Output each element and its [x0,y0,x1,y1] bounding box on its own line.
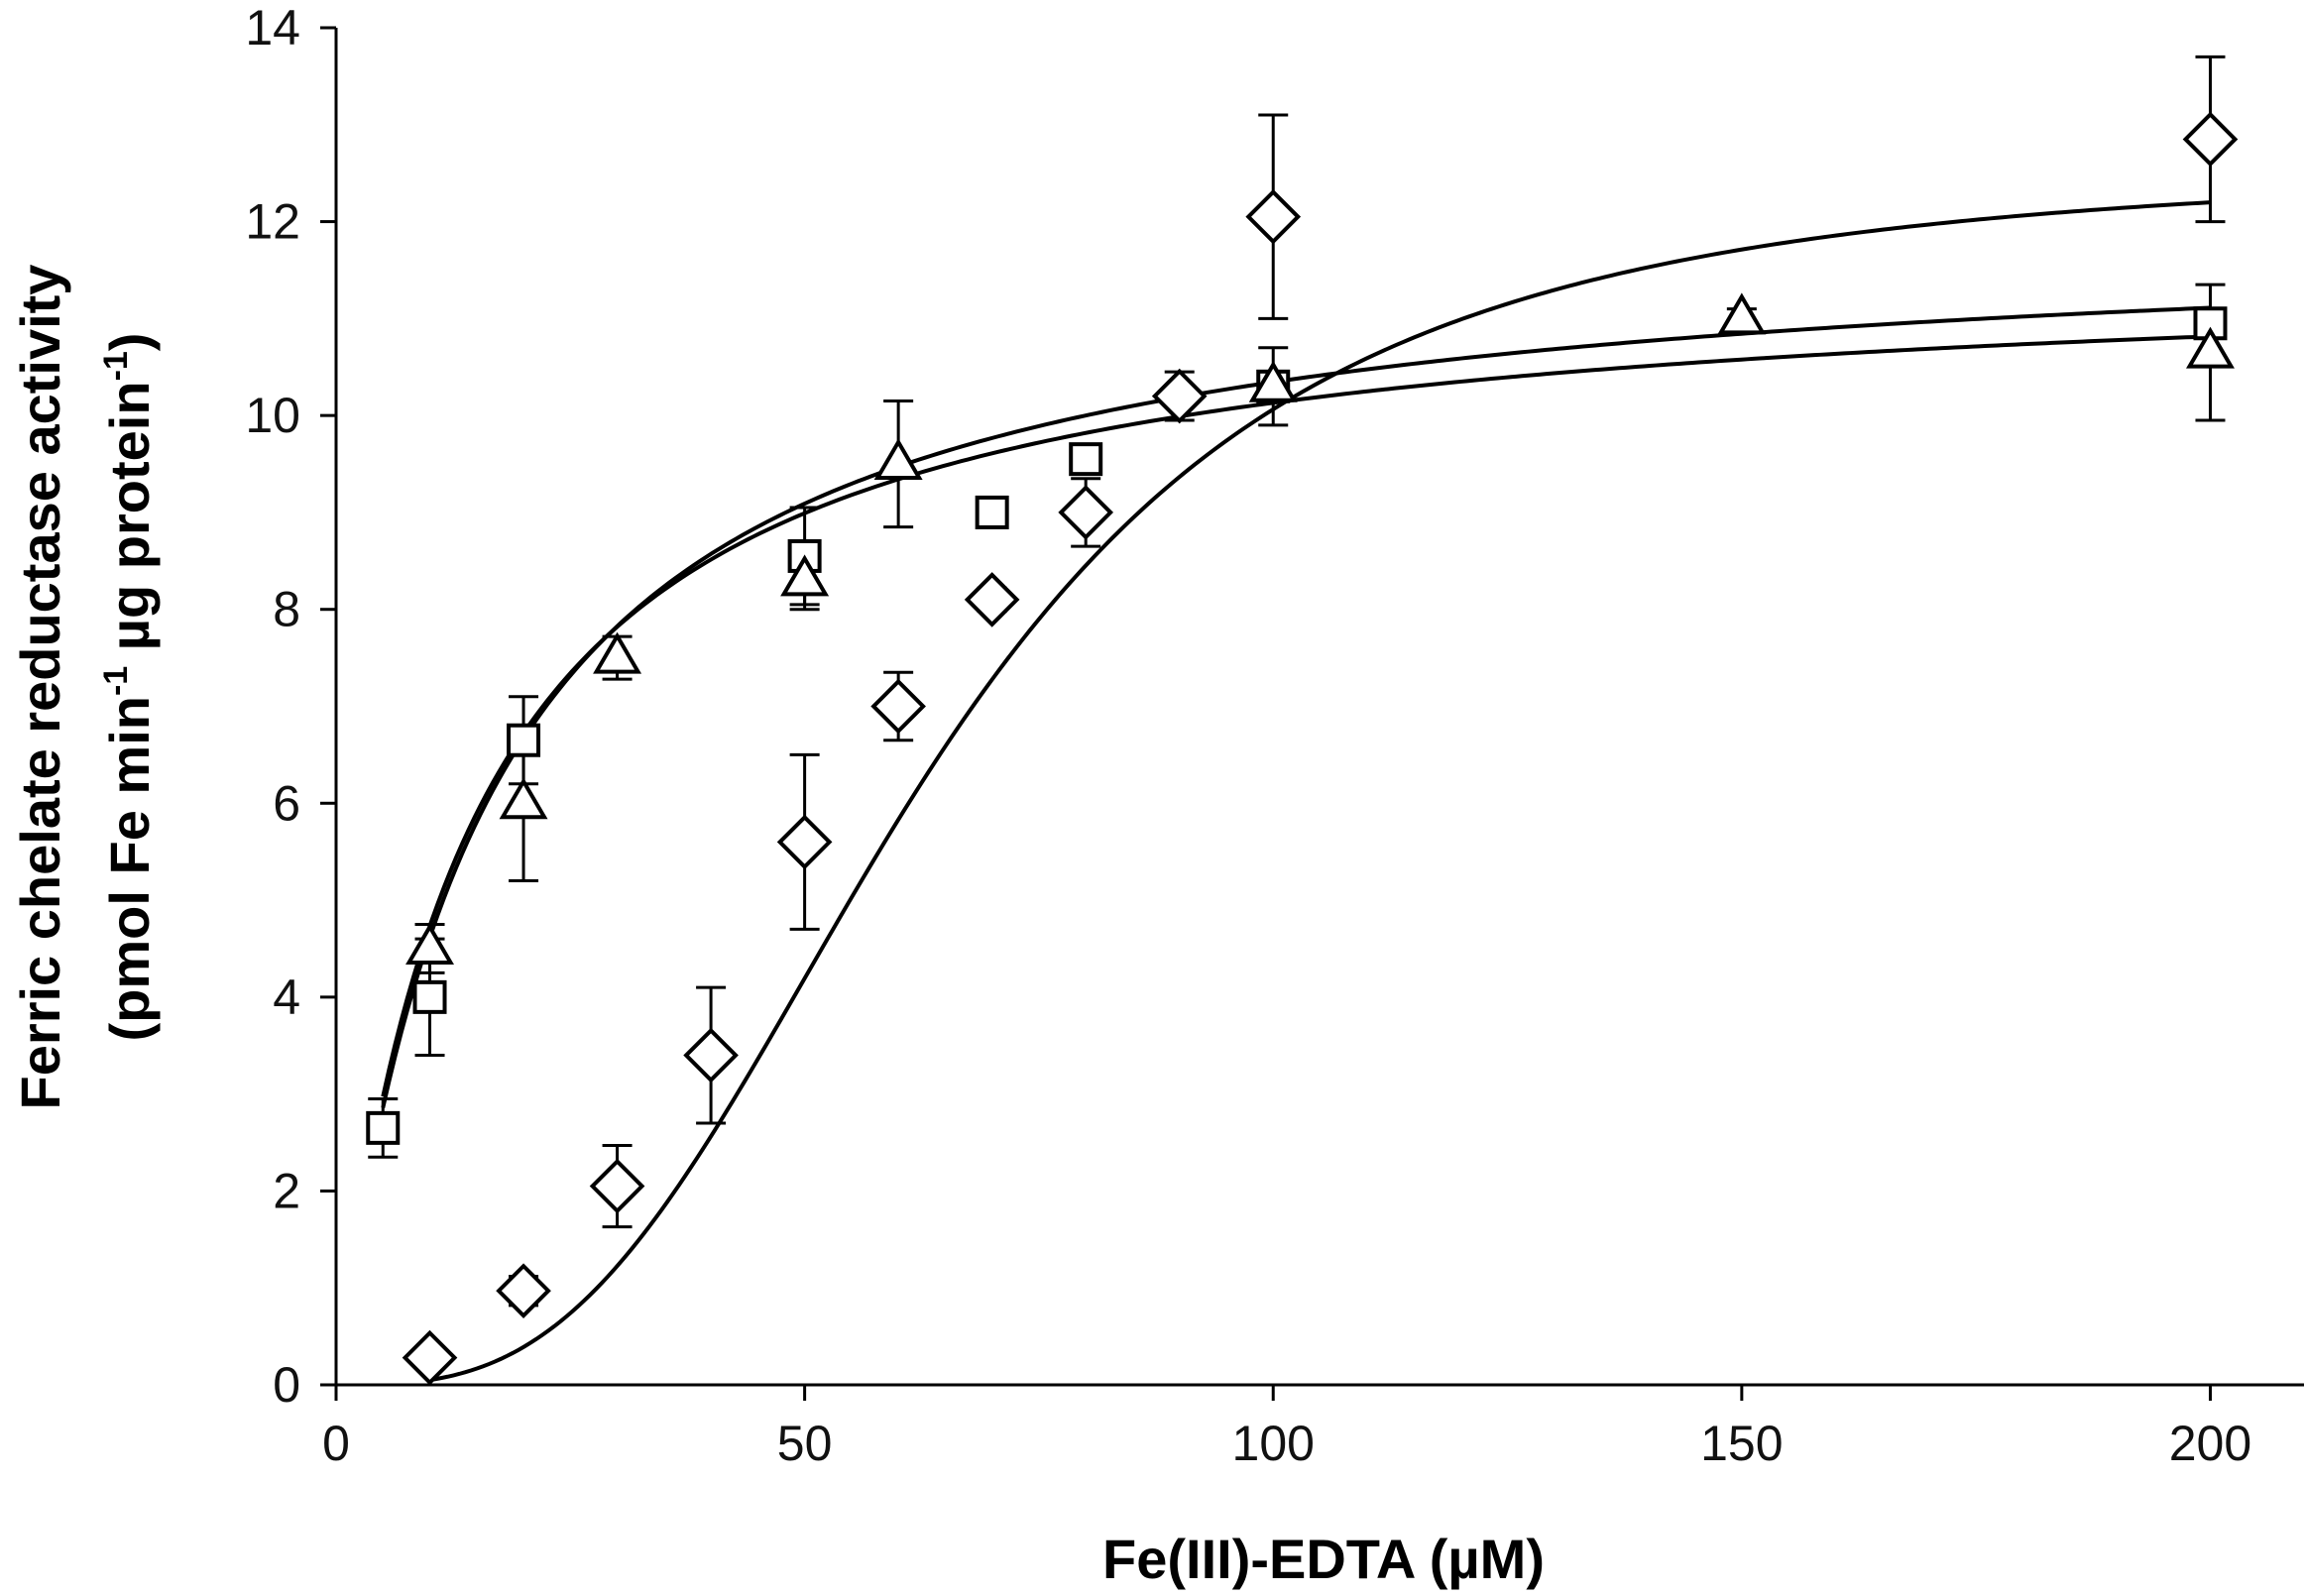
square-marker [975,495,1009,529]
y-axis-title-part: µg protein [98,381,161,665]
diamond-marker [870,678,926,735]
diamond-marker [683,1027,739,1083]
y-tick-label: 2 [273,1163,300,1218]
x-tick-label: 0 [322,1416,350,1471]
triangle-marker [1717,292,1767,335]
x-tick-label: 100 [1232,1416,1315,1471]
x-tick-label: 200 [2169,1416,2251,1471]
data-markers [366,111,2239,1386]
diamond-marker [1151,368,1208,424]
fit-curve-triangle [381,334,2211,1097]
square-marker [412,979,447,1014]
square-marker [1069,442,1103,477]
y-tick-label: 8 [273,582,300,637]
y-axis-title-superscript: -1 [97,351,135,381]
x-tick-label: 150 [1700,1416,1783,1471]
diamond-marker [496,1263,551,1318]
x-ticks: 0 50 100 150 200 [322,1385,2251,1471]
error-bars [368,55,2226,1369]
diamond-marker [964,572,1020,627]
diamond-marker [589,1158,645,1214]
fit-curves [381,200,2211,1383]
y-ticks: 0 2 4 6 8 10 12 14 [245,0,336,1413]
y-tick-label: 4 [273,969,300,1025]
diamond-marker [776,814,833,870]
triangle-marker [405,922,455,965]
y-axis-title-line2: (pmol Fe min-1 µg protein-1) [97,333,161,1042]
triangle-marker [499,777,548,820]
y-axis-title-part: (pmol Fe min [98,696,161,1041]
triangle-marker [1248,360,1298,402]
square-marker [366,1110,401,1145]
y-axis-title-part: ) [98,333,161,352]
fit-curve-square [381,305,2211,1109]
y-tick-label: 10 [245,388,300,443]
y-tick-label: 6 [273,775,300,831]
y-tick-label: 14 [245,0,300,56]
triangle-marker [593,631,642,674]
triangle-marker [873,438,923,481]
y-tick-label: 0 [273,1357,300,1413]
y-axis-title-line1: Ferric chelate reductase activity [9,265,71,1110]
diamond-marker [2182,111,2239,168]
y-axis-title: Ferric chelate reductase activity (pmol … [9,265,161,1110]
x-tick-label: 50 [777,1416,833,1471]
triangle-marker [2185,326,2235,369]
diamond-marker [402,1329,458,1386]
y-tick-label: 12 [245,194,300,250]
y-axis-title-superscript: -1 [97,666,135,696]
triangle-marker [780,554,830,597]
fit-curve-diamond [429,200,2211,1383]
diamond-marker [1058,485,1114,540]
x-axis-title: Fe(III)-EDTA (µM) [1102,1528,1545,1590]
axes: 0 50 100 150 200 0 2 4 6 8 10 12 14 [245,0,2304,1471]
square-marker [507,723,541,757]
diamond-marker [1245,188,1302,245]
